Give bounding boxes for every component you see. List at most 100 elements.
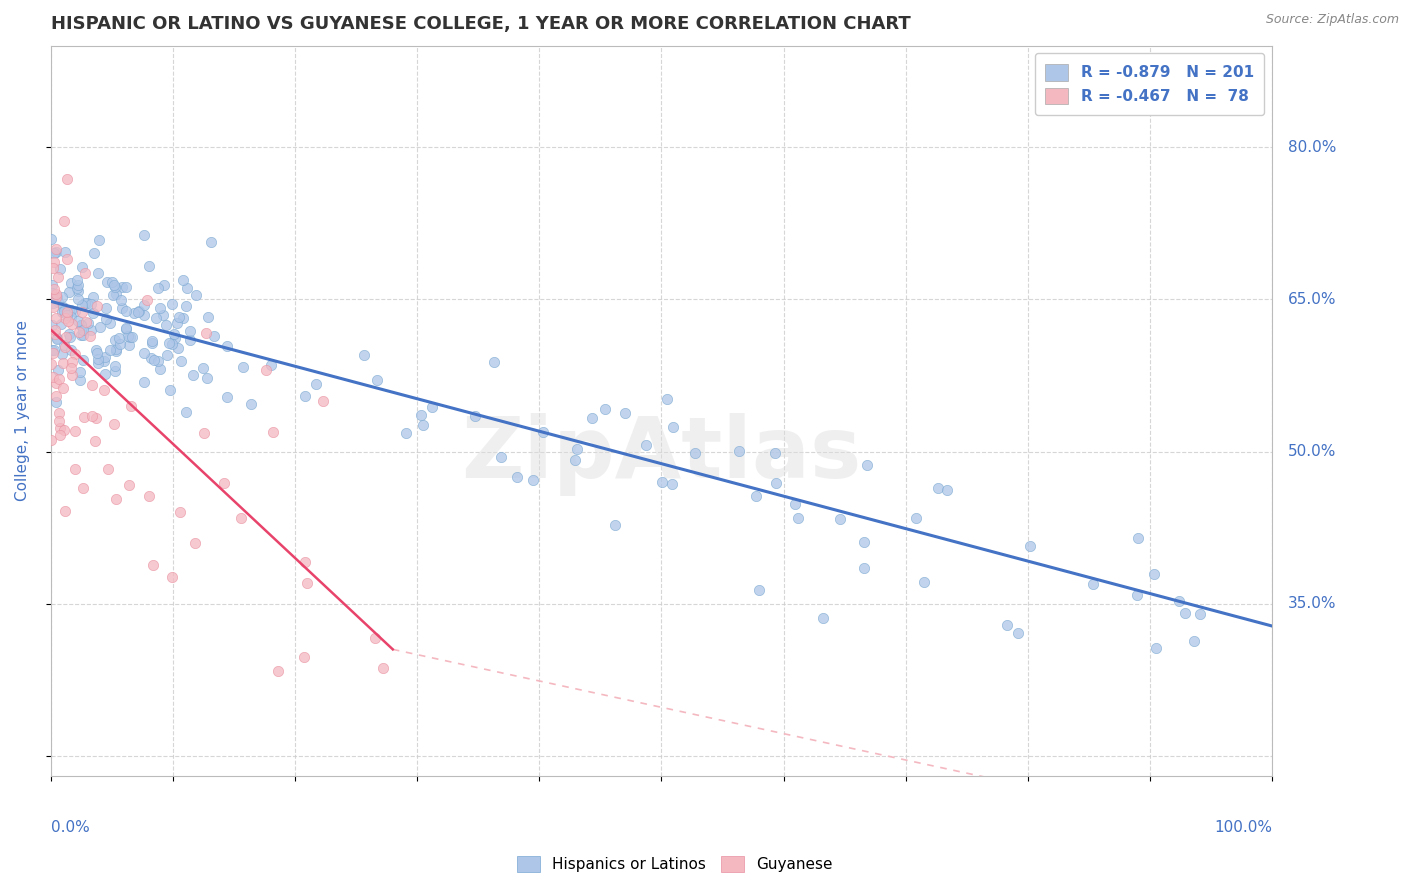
Point xyxy=(104,364,127,378)
Point xyxy=(783,497,806,511)
Point xyxy=(108,337,131,351)
Point xyxy=(53,504,76,518)
Point xyxy=(522,473,544,487)
Point xyxy=(83,246,105,260)
Point xyxy=(60,368,83,383)
Point xyxy=(84,411,107,425)
Point xyxy=(181,368,204,382)
Legend: R = -0.879   N = 201, R = -0.467   N =  78: R = -0.879 N = 201, R = -0.467 N = 78 xyxy=(1035,54,1264,115)
Point xyxy=(67,325,90,339)
Point xyxy=(202,329,225,343)
Point xyxy=(111,301,134,315)
Point xyxy=(52,381,75,395)
Text: 35.0%: 35.0% xyxy=(1288,596,1337,611)
Text: 0.0%: 0.0% xyxy=(51,820,90,835)
Point xyxy=(45,311,67,326)
Point xyxy=(506,469,529,483)
Point xyxy=(104,279,127,293)
Point xyxy=(72,323,94,337)
Text: 50.0%: 50.0% xyxy=(1288,444,1336,459)
Point xyxy=(132,308,155,322)
Point xyxy=(42,300,65,314)
Point xyxy=(148,354,170,368)
Point xyxy=(44,327,66,342)
Point xyxy=(179,325,201,339)
Point xyxy=(94,367,117,381)
Point xyxy=(103,417,125,431)
Point xyxy=(136,293,159,308)
Point xyxy=(169,505,191,519)
Point xyxy=(765,476,787,491)
Point xyxy=(60,361,83,376)
Point xyxy=(80,378,103,392)
Point xyxy=(58,304,80,318)
Point xyxy=(215,390,238,404)
Text: ZipAtlas: ZipAtlas xyxy=(461,413,862,496)
Point xyxy=(73,410,96,425)
Point xyxy=(661,477,683,491)
Point xyxy=(118,330,141,344)
Point xyxy=(48,407,70,421)
Point xyxy=(41,277,63,292)
Point xyxy=(231,511,253,525)
Point xyxy=(662,419,685,434)
Point xyxy=(191,360,214,375)
Point xyxy=(409,408,432,422)
Point xyxy=(75,315,97,329)
Point xyxy=(49,420,72,434)
Point xyxy=(93,353,115,368)
Point xyxy=(142,558,165,572)
Point xyxy=(148,301,170,315)
Point xyxy=(167,310,190,325)
Point xyxy=(65,272,87,286)
Point xyxy=(176,281,198,295)
Point xyxy=(42,282,65,296)
Point xyxy=(420,401,443,415)
Point xyxy=(69,318,91,332)
Point xyxy=(905,510,928,524)
Point xyxy=(72,481,94,495)
Point xyxy=(1007,626,1029,640)
Point xyxy=(60,276,83,290)
Point xyxy=(63,462,86,476)
Point xyxy=(292,649,315,664)
Point xyxy=(86,298,108,312)
Point xyxy=(82,409,104,423)
Point xyxy=(56,305,79,319)
Point xyxy=(45,287,67,301)
Point xyxy=(811,611,834,625)
Point xyxy=(42,343,65,358)
Point xyxy=(1083,577,1105,591)
Point xyxy=(101,275,124,289)
Text: Source: ZipAtlas.com: Source: ZipAtlas.com xyxy=(1265,13,1399,27)
Point xyxy=(55,310,77,325)
Point xyxy=(412,418,434,433)
Point xyxy=(55,252,77,266)
Point xyxy=(159,384,181,398)
Point xyxy=(45,291,67,305)
Point xyxy=(104,287,127,301)
Point xyxy=(581,411,603,425)
Point xyxy=(53,214,76,228)
Point xyxy=(636,438,658,452)
Point xyxy=(55,340,77,354)
Point xyxy=(76,296,98,310)
Point xyxy=(46,270,69,285)
Point xyxy=(114,280,136,294)
Point xyxy=(195,371,218,385)
Point xyxy=(145,311,167,326)
Point xyxy=(77,316,100,330)
Point xyxy=(157,336,180,351)
Point xyxy=(98,343,121,358)
Point xyxy=(254,362,277,376)
Point xyxy=(852,561,875,575)
Point xyxy=(103,333,125,347)
Point xyxy=(138,259,160,273)
Point xyxy=(105,344,128,359)
Point xyxy=(42,260,65,275)
Point xyxy=(118,338,141,352)
Point xyxy=(200,235,222,250)
Point xyxy=(72,353,94,368)
Point xyxy=(79,328,101,343)
Y-axis label: College, 1 year or more: College, 1 year or more xyxy=(15,320,30,501)
